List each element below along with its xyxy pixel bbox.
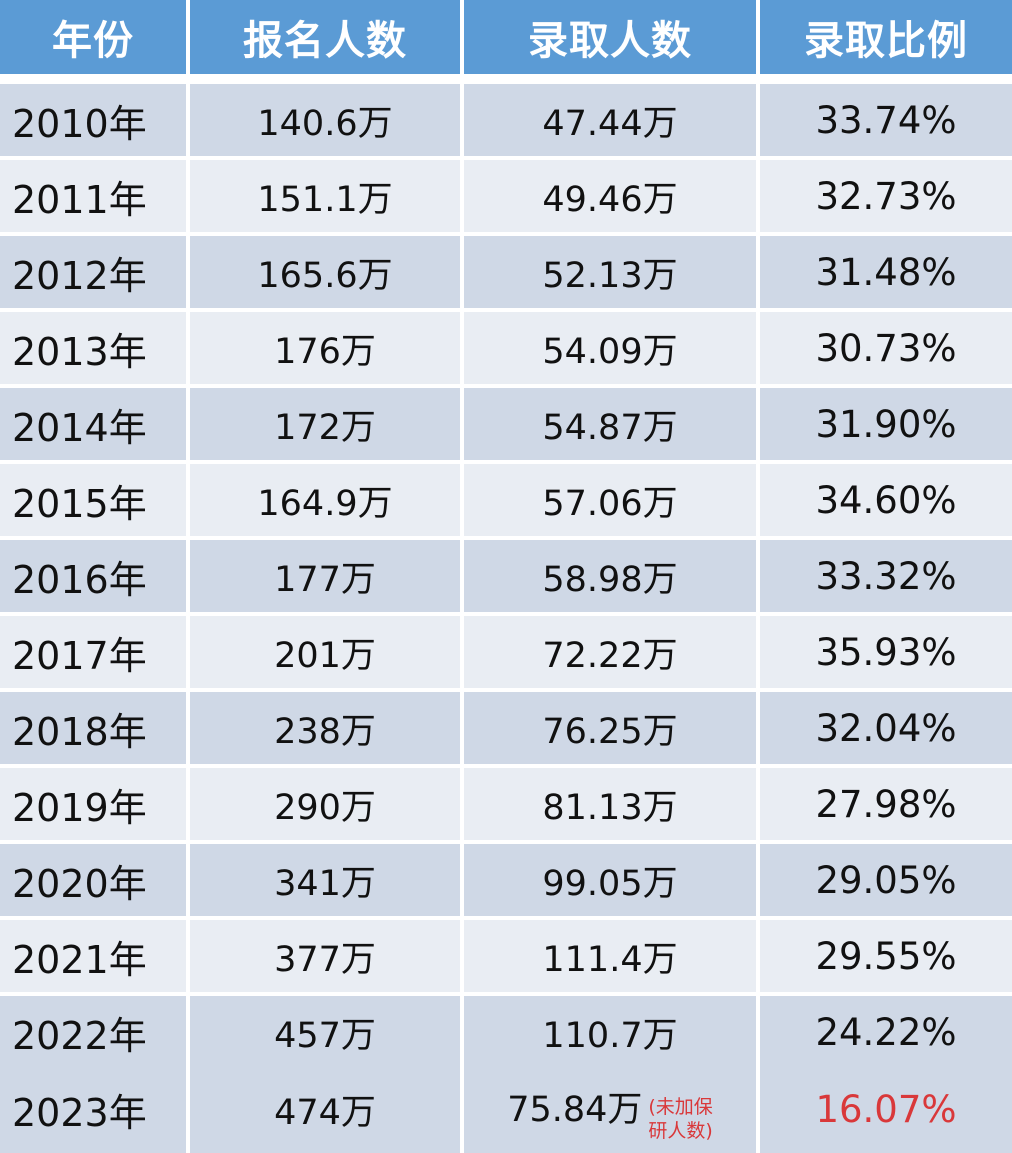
- ratio-cell: 34.60%: [760, 464, 1012, 536]
- table-row-2023: 2023年 474万 75.84万 (未加保 研人数) 16.07%: [0, 1066, 1012, 1153]
- admitted-cell: 54.09万: [464, 312, 756, 384]
- year-cell: 2012年: [0, 236, 186, 308]
- table-row: 2010年 140.6万 47.44万 33.74%: [0, 84, 1012, 156]
- year-cell: 2018年: [0, 692, 186, 764]
- applicants-cell: 290万: [190, 768, 460, 840]
- ratio-cell-highlight: 16.07%: [760, 1066, 1012, 1153]
- applicants-cell: 474万: [190, 1066, 460, 1153]
- ratio-cell: 33.32%: [760, 540, 1012, 612]
- applicants-cell: 165.6万: [190, 236, 460, 308]
- table-row: 2013年 176万 54.09万 30.73%: [0, 312, 1012, 384]
- ratio-cell: 35.93%: [760, 616, 1012, 688]
- ratio-cell: 27.98%: [760, 768, 1012, 840]
- admitted-cell: 57.06万: [464, 464, 756, 536]
- admitted-cell: 81.13万: [464, 768, 756, 840]
- admitted-cell: 76.25万: [464, 692, 756, 764]
- applicants-cell: 201万: [190, 616, 460, 688]
- table-row: 2017年 201万 72.22万 35.93%: [0, 616, 1012, 688]
- admitted-cell: 58.98万: [464, 540, 756, 612]
- admitted-cell: 110.7万: [464, 996, 756, 1068]
- table-row: 2018年 238万 76.25万 32.04%: [0, 692, 1012, 764]
- year-cell: 2020年: [0, 844, 186, 916]
- year-cell: 2015年: [0, 464, 186, 536]
- ratio-cell: 32.73%: [760, 160, 1012, 232]
- table-row: 2016年 177万 58.98万 33.32%: [0, 540, 1012, 612]
- year-cell: 2023年: [0, 1066, 186, 1153]
- applicants-cell: 377万: [190, 920, 460, 992]
- applicants-cell: 151.1万: [190, 160, 460, 232]
- admitted-cell: 111.4万: [464, 920, 756, 992]
- header-applicants: 报名人数: [190, 0, 460, 74]
- ratio-cell: 30.73%: [760, 312, 1012, 384]
- table-row: 2012年 165.6万 52.13万 31.48%: [0, 236, 1012, 308]
- admitted-cell: 47.44万: [464, 84, 756, 156]
- note-line-2: 研人数): [648, 1119, 713, 1142]
- table-row: 2022年 457万 110.7万 24.22%: [0, 996, 1012, 1068]
- admitted-value: 75.84万: [507, 1089, 643, 1130]
- year-cell: 2019年: [0, 768, 186, 840]
- year-cell: 2011年: [0, 160, 186, 232]
- ratio-cell: 24.22%: [760, 996, 1012, 1068]
- applicants-cell: 172万: [190, 388, 460, 460]
- header-admitted: 录取人数: [464, 0, 756, 74]
- year-cell: 2016年: [0, 540, 186, 612]
- ratio-cell: 31.90%: [760, 388, 1012, 460]
- admitted-cell: 49.46万: [464, 160, 756, 232]
- header-ratio: 录取比例: [760, 0, 1012, 74]
- ratio-cell: 32.04%: [760, 692, 1012, 764]
- table-header: 年份 报名人数 录取人数 录取比例: [0, 0, 1012, 76]
- applicants-cell: 341万: [190, 844, 460, 916]
- table-row: 2015年 164.9万 57.06万 34.60%: [0, 464, 1012, 536]
- ratio-cell: 33.74%: [760, 84, 1012, 156]
- admitted-with-note: 75.84万 (未加保 研人数): [464, 1077, 756, 1143]
- ratio-cell: 31.48%: [760, 236, 1012, 308]
- year-cell: 2013年: [0, 312, 186, 384]
- ratio-cell: 29.55%: [760, 920, 1012, 992]
- admitted-cell: 52.13万: [464, 236, 756, 308]
- table-row: 2019年 290万 81.13万 27.98%: [0, 768, 1012, 840]
- applicants-cell: 164.9万: [190, 464, 460, 536]
- header-year: 年份: [0, 0, 186, 74]
- table-row: 2014年 172万 54.87万 31.90%: [0, 388, 1012, 460]
- year-cell: 2014年: [0, 388, 186, 460]
- admitted-cell: 54.87万: [464, 388, 756, 460]
- admitted-cell: 75.84万 (未加保 研人数): [464, 1066, 756, 1153]
- year-cell: 2022年: [0, 996, 186, 1068]
- note-line-1: (未加保: [648, 1095, 713, 1118]
- year-cell: 2017年: [0, 616, 186, 688]
- table-row: 2021年 377万 111.4万 29.55%: [0, 920, 1012, 992]
- applicants-cell: 238万: [190, 692, 460, 764]
- admitted-cell: 99.05万: [464, 844, 756, 916]
- admitted-note: (未加保 研人数): [648, 1095, 712, 1143]
- applicants-cell: 176万: [190, 312, 460, 384]
- ratio-cell: 29.05%: [760, 844, 1012, 916]
- table-row: 2020年 341万 99.05万 29.05%: [0, 844, 1012, 916]
- applicants-cell: 457万: [190, 996, 460, 1068]
- table-row: 2011年 151.1万 49.46万 32.73%: [0, 160, 1012, 232]
- applicants-cell: 140.6万: [190, 84, 460, 156]
- year-cell: 2010年: [0, 84, 186, 156]
- year-cell: 2021年: [0, 920, 186, 992]
- admitted-cell: 72.22万: [464, 616, 756, 688]
- applicants-cell: 177万: [190, 540, 460, 612]
